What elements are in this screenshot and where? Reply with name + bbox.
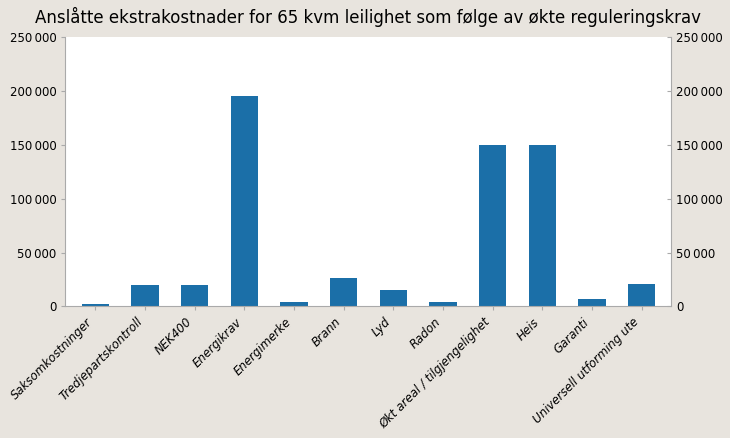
Bar (429, 302, 456, 307)
Bar (529, 145, 556, 307)
Title: Anslåtte ekstrakostnader for 65 kvm leilighet som følge av økte reguleringskrav: Anslåtte ekstrakostnader for 65 kvm leil… (36, 7, 702, 27)
Bar (82, 304, 109, 307)
Bar (628, 284, 656, 307)
Bar (380, 290, 407, 307)
Bar (330, 279, 357, 307)
Bar (578, 299, 606, 307)
Bar (280, 302, 307, 307)
Bar (479, 145, 507, 307)
Bar (231, 96, 258, 307)
Bar (181, 285, 208, 307)
Bar (131, 285, 158, 307)
